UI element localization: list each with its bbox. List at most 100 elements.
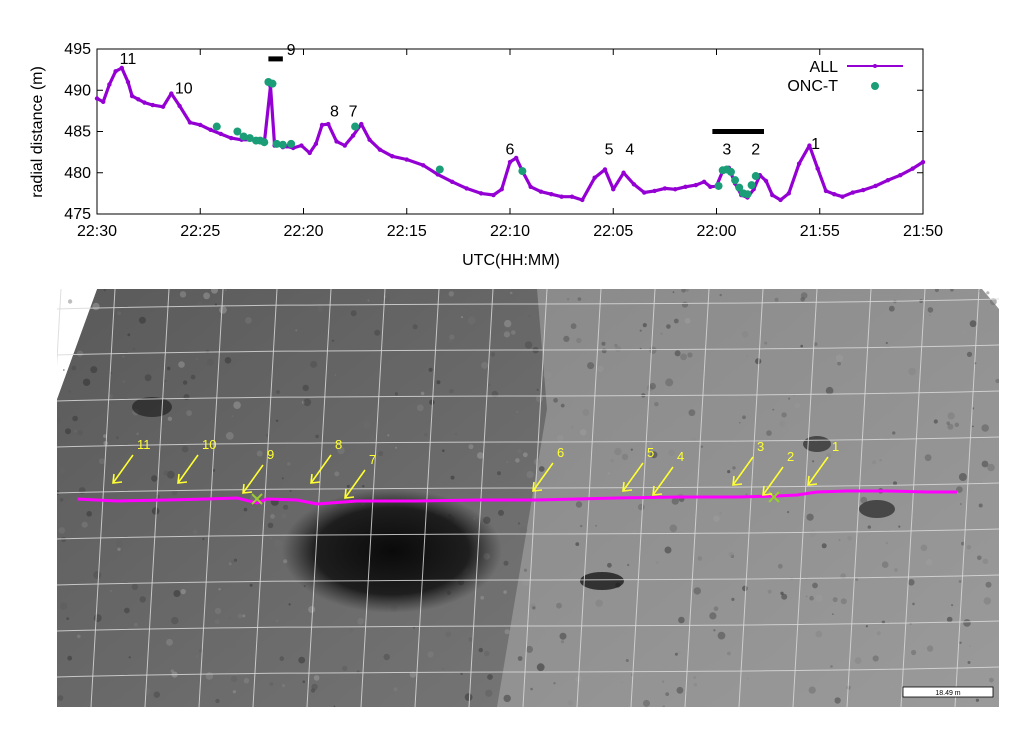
regolith-speck xyxy=(747,677,750,680)
regolith-speck xyxy=(983,597,991,605)
regolith-speck xyxy=(563,335,570,342)
regolith-speck xyxy=(509,291,513,295)
regolith-speck xyxy=(615,345,622,352)
regolith-speck xyxy=(825,386,834,395)
onc-t-point xyxy=(212,122,221,131)
regolith-speck xyxy=(228,562,232,566)
regolith-speck xyxy=(543,371,552,380)
regolith-speck xyxy=(288,603,291,606)
regolith-speck xyxy=(477,452,484,459)
regolith-speck xyxy=(908,367,916,376)
marker-arrowhead-4 xyxy=(652,485,663,496)
regolith-speck xyxy=(929,314,931,317)
grid-parallel xyxy=(57,574,999,586)
regolith-speck xyxy=(662,705,665,707)
regolith-speck xyxy=(313,675,320,681)
regolith-speck xyxy=(709,612,717,620)
regolith-speck xyxy=(93,570,102,579)
regolith-speck xyxy=(553,682,556,685)
regolith-speck xyxy=(637,503,645,511)
all-series-point xyxy=(142,100,147,105)
all-series-point xyxy=(390,154,395,159)
regolith-speck xyxy=(280,513,287,520)
regolith-speck xyxy=(289,489,292,492)
onc-t-point xyxy=(233,127,242,136)
regolith-speck xyxy=(153,691,160,698)
regolith-speck xyxy=(693,587,701,595)
regolith-speck xyxy=(481,361,489,369)
regolith-speck xyxy=(660,332,663,335)
radial-distance-chart: 22:30 22:25 22:20 22:15 22:10 22:05 22:00 21:55… xyxy=(29,41,943,269)
regolith-speck xyxy=(995,378,999,384)
all-series-point xyxy=(421,163,426,168)
regolith-speck xyxy=(67,655,73,661)
regolith-speck xyxy=(66,617,70,620)
grid-parallel xyxy=(57,298,999,310)
regolith-speck xyxy=(350,310,357,317)
regolith-speck xyxy=(813,342,818,346)
regolith-speck xyxy=(553,397,558,403)
grid-parallel xyxy=(57,436,999,448)
peak-label-2: 2 xyxy=(751,142,760,159)
y-tick-label: 490 xyxy=(64,82,91,99)
regolith-speck xyxy=(334,374,337,376)
regolith-speck xyxy=(243,507,248,512)
regolith-speck xyxy=(764,341,768,345)
regolith-speck xyxy=(178,361,185,368)
regolith-speck xyxy=(693,682,698,687)
marker-arrow-9 xyxy=(242,464,264,494)
regolith-speck xyxy=(382,294,390,303)
x-tick-label: 22:00 xyxy=(696,223,736,240)
regolith-speck xyxy=(719,512,722,515)
all-series-point xyxy=(350,133,356,138)
regolith-speck xyxy=(535,395,544,403)
all-series-point xyxy=(602,167,608,172)
regolith-speck xyxy=(774,297,779,302)
regolith-speck xyxy=(62,369,65,371)
regolith-speck xyxy=(742,415,746,420)
regolith-speck xyxy=(767,589,772,594)
regolith-speck xyxy=(620,681,624,684)
regolith-speck xyxy=(186,410,193,416)
regolith-speck xyxy=(442,449,445,452)
regolith-speck xyxy=(665,692,670,696)
all-series-point xyxy=(342,143,347,148)
regolith-speck xyxy=(412,324,418,330)
all-series-point xyxy=(708,184,713,189)
regolith-speck xyxy=(643,699,650,707)
regolith-speck xyxy=(815,630,823,638)
regolith-speck xyxy=(528,314,531,318)
x-tick-label: 21:55 xyxy=(800,223,840,240)
regolith-speck xyxy=(821,543,827,549)
all-series-point xyxy=(873,183,878,189)
regolith-speck xyxy=(595,524,597,527)
regolith-speck xyxy=(954,422,959,427)
regolith-speck xyxy=(809,595,814,601)
regolith-speck xyxy=(847,535,853,541)
regolith-speck xyxy=(218,588,221,591)
regolith-speck xyxy=(231,415,234,417)
all-series-point xyxy=(499,187,504,192)
regolith-speck xyxy=(197,300,203,306)
regolith-speck xyxy=(77,634,81,639)
grid-meridian xyxy=(846,289,872,707)
regolith-speck xyxy=(187,356,190,359)
regolith-speck xyxy=(972,425,974,428)
regolith-speck xyxy=(924,454,932,462)
x-tick-label: 22:15 xyxy=(387,223,427,240)
regolith-speck xyxy=(243,678,250,684)
onc-t-series xyxy=(212,78,760,199)
regolith-speck xyxy=(215,698,220,704)
regolith-speck xyxy=(571,425,574,429)
marker-label-9: 9 xyxy=(267,447,274,462)
regolith-speck xyxy=(467,316,476,325)
regolith-speck xyxy=(738,421,741,424)
regolith-speck xyxy=(58,527,66,534)
all-series-point xyxy=(129,93,135,99)
all-series-point xyxy=(885,177,891,183)
regolith-speck xyxy=(567,700,574,706)
all-series-point xyxy=(464,186,469,191)
grid-meridian xyxy=(792,289,818,707)
regolith-speck xyxy=(511,330,516,335)
regolith-speck xyxy=(374,329,381,336)
